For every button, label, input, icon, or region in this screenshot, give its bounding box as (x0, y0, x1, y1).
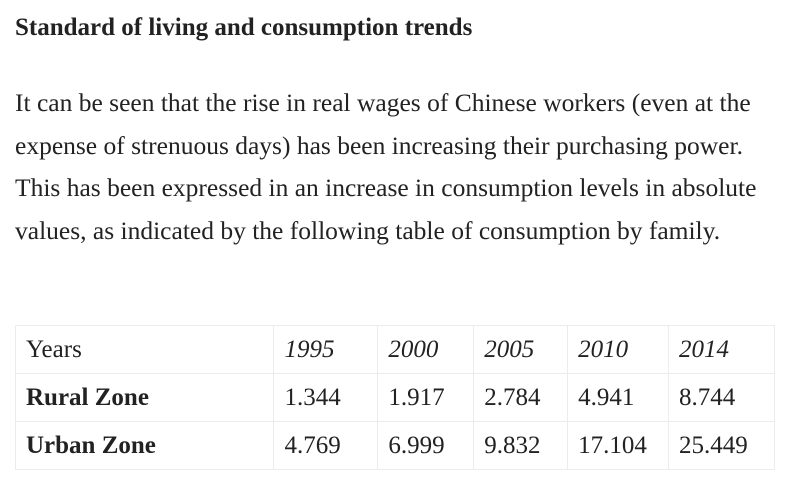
table-cell: 17.104 (567, 421, 670, 470)
section-heading: Standard of living and consumption trend… (15, 14, 473, 41)
header-year: 2000 (377, 325, 475, 374)
body-paragraph: It can be seen that the rise in real wag… (15, 88, 757, 245)
row-label-urban: Urban Zone (14, 421, 275, 470)
table-cell: 4.769 (273, 421, 379, 470)
header-years-label: Years (14, 325, 275, 374)
table-cell: 6.999 (377, 421, 475, 470)
table-row: Rural Zone 1.344 1.917 2.784 4.941 8.744 (14, 373, 775, 422)
table-cell: 1.344 (273, 373, 379, 422)
consumption-table: Years 1995 2000 2005 2010 2014 Rural Zon… (14, 325, 775, 470)
header-year: 2010 (567, 325, 670, 374)
header-year: 2005 (473, 325, 569, 374)
header-year: 2014 (668, 325, 775, 374)
table-cell: 2.784 (473, 373, 569, 422)
table-cell: 8.744 (668, 373, 775, 422)
table-cell: 25.449 (668, 421, 775, 470)
table-header-row: Years 1995 2000 2005 2010 2014 (14, 325, 775, 374)
header-year: 1995 (273, 325, 379, 374)
article: Standard of living and consumption trend… (14, 0, 775, 470)
table-cell: 4.941 (567, 373, 670, 422)
table-cell: 1.917 (377, 373, 475, 422)
table-cell: 9.832 (473, 421, 569, 470)
table-row: Urban Zone 4.769 6.999 9.832 17.104 25.4… (14, 421, 775, 470)
row-label-rural: Rural Zone (14, 373, 275, 422)
